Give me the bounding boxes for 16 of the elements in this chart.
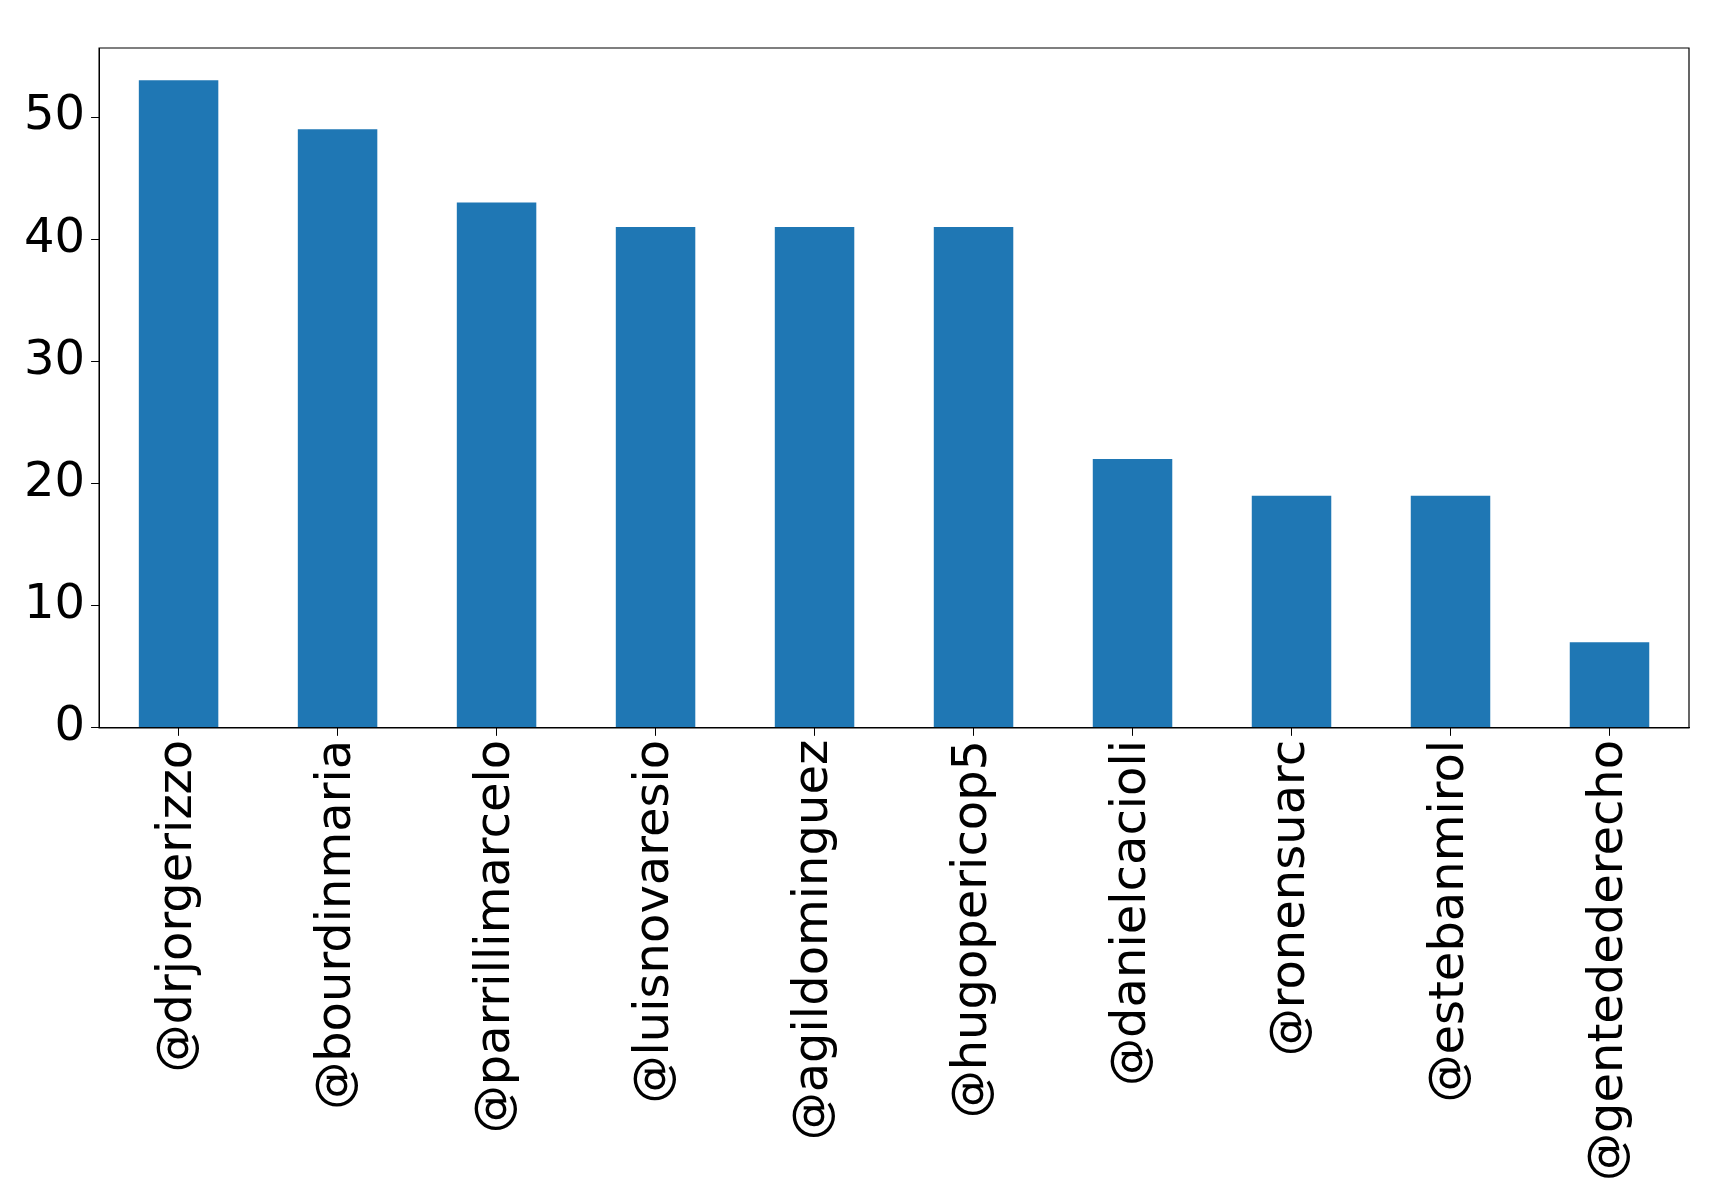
y-tick-label: 40 [24,206,86,263]
x-tick-label: @estebanmirol [1417,739,1474,1103]
x-tick-label: @hugopericop5 [941,739,997,1119]
x-tick-label: @luisnovaresio [623,739,680,1104]
y-tick-label: 50 [24,84,86,141]
y-tick-label: 30 [24,328,86,385]
x-tick-label: @drjorgerizzo [146,739,203,1073]
x-tick-label: @danielcacioli [1100,739,1156,1086]
x-tick-label: @bourdinmaria [305,739,362,1110]
y-tick-label: 10 [24,573,86,630]
x-tick-label: @agildominguez [782,739,839,1141]
x-tick-label: @gentedederecho [1576,739,1633,1182]
x-tick-label: @parrillimarcelo [464,739,521,1134]
x-tick-label: @ronensuarc [1258,739,1315,1057]
y-tick-label: 20 [24,450,86,507]
y-tick-label: 0 [54,695,86,752]
